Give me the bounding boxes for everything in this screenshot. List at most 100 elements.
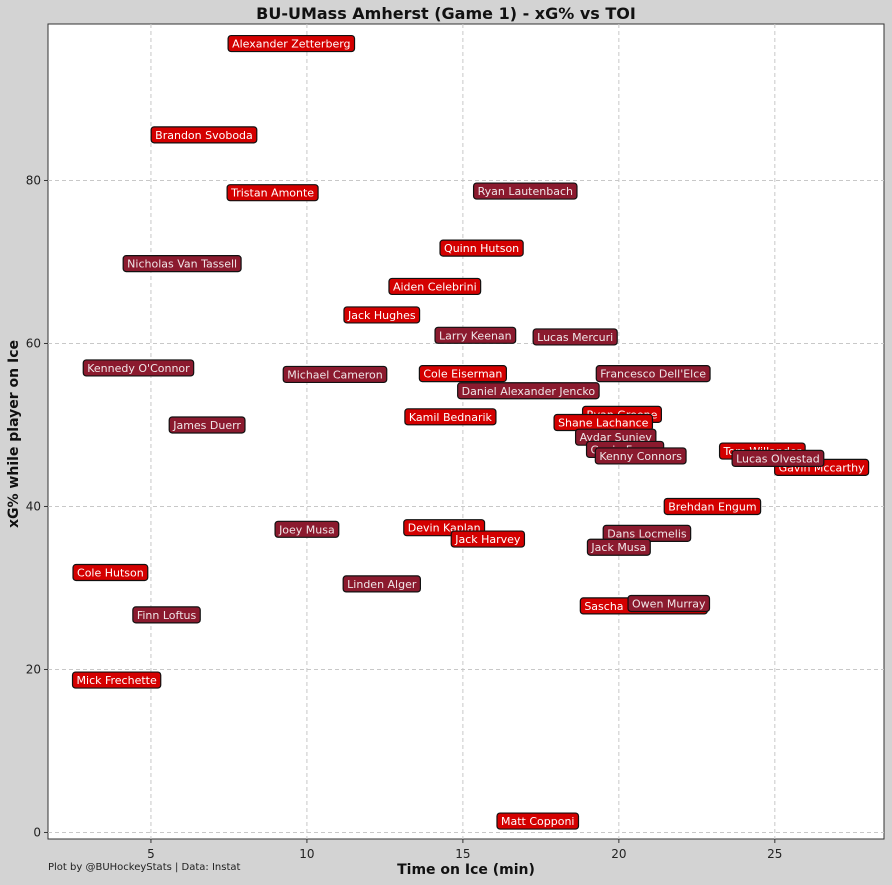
data-point-box [150,126,258,144]
data-point: Finn Loftus [132,606,201,624]
x-axis-label: Time on Ice (min) [397,862,535,878]
data-point-label: Jack Hughes [347,309,416,322]
x-tick-label: 15 [455,847,470,861]
data-point: Tristan Amonte [226,184,319,202]
data-point-label: Quinn Hutson [444,242,519,255]
axis-ticks: 5 10 15 20 25 0 20 40 60 80 [26,173,783,861]
data-point-box [594,447,687,465]
data-point-label: Francesco Dell'Elce [600,368,706,381]
data-point-box [595,365,711,383]
data-point-box [71,671,162,689]
data-point: Nicholas Van Tassell [122,255,242,273]
data-point-box [342,575,421,593]
data-point: Alexander Zetterberg [227,34,356,53]
data-point-label: Alexander Zetterberg [232,38,350,51]
chart-title: BU-UMass Amherst (Game 1) - xG% vs TOI [256,4,636,23]
data-point-box [663,497,762,516]
data-point-label: Joey Musa [278,523,335,536]
footer-credit: Plot by @BUHockeyStats | Data: Instat [48,862,241,873]
y-tick-label: 20 [26,662,41,676]
data-point: Shane Lachance [553,413,654,432]
data-point-box [282,365,388,384]
data-point-label: Mick Frechette [77,674,157,687]
data-point-box [439,239,524,257]
data-point-label: Kenny Connors [599,450,682,463]
data-point-label: Brandon Svoboda [155,129,253,142]
data-labels: Alexander Zetterberg Brandon Svoboda Trist… [71,34,870,830]
data-point: Jack Musa [586,538,651,556]
data-point-box [168,416,246,434]
data-point: James Duerr [168,416,246,434]
data-point-box [731,449,825,467]
y-tick-label: 80 [26,173,41,187]
data-point-label: Dans Locmelis [607,527,687,540]
data-point-box [450,530,526,548]
data-point: Quinn Hutson [439,239,524,257]
data-point-label: Brehdan Engum [668,500,756,513]
data-point-label: James Duerr [172,419,241,432]
data-point: Matt Copponi [496,812,580,830]
data-point: Cole Hutson [72,563,149,582]
y-tick-label: 0 [33,825,41,839]
data-point-label: Jack Musa [590,541,646,554]
y-tick-label: 40 [26,499,41,513]
data-point: Kennedy O'Connor [82,359,195,377]
data-point: Joey Musa [274,520,340,538]
data-point: Brandon Svoboda [150,126,258,144]
data-point: Kenny Connors [594,447,687,465]
data-point: Michael Cameron [282,365,388,384]
data-point-box [72,563,149,582]
data-point-label: Finn Loftus [137,609,197,622]
data-point: Aiden Celebrini [388,277,482,296]
data-point-label: Cole Hutson [77,566,144,579]
data-point-box [434,326,517,344]
data-point-label: Shane Lachance [558,417,649,430]
data-point-label: Nicholas Van Tassell [127,258,237,271]
y-axis-label: xG% while player on Ice [6,340,22,528]
data-point-box [82,359,195,377]
data-point-label: Larry Keenan [439,329,512,342]
data-point-label: Lucas Mercuri [537,331,613,344]
data-point-box [388,277,482,296]
data-point: Daniel Alexander Jencko [457,382,600,400]
data-point-label: Lucas Olvestad [736,452,820,465]
data-point: Dans Locmelis [602,524,692,542]
data-point-label: Owen Murray [632,597,706,610]
data-point: Kamil Bednarik [404,408,497,426]
data-point-box [472,182,578,200]
data-point-label: Daniel Alexander Jencko [462,385,596,398]
data-point-box [132,606,201,624]
data-point-label: Ryan Lautenbach [478,185,573,198]
data-point-label: Tristan Amonte [230,187,314,200]
x-tick-label: 25 [767,847,782,861]
data-point-box [274,520,340,538]
data-point-label: Cole Eiserman [423,368,502,381]
data-point: Ryan Lautenbach [472,182,578,200]
data-point: Jack Hughes [343,306,421,324]
data-point-label: Matt Copponi [501,815,575,828]
data-point: Larry Keenan [434,326,517,344]
data-point-label: Aiden Celebrini [393,280,477,293]
data-point-box [532,328,618,346]
data-point: Owen Murray [627,594,711,613]
data-point: Francesco Dell'Elce [595,365,711,383]
data-point-box [457,382,600,400]
data-point-box [586,538,651,556]
data-point: Lucas Mercuri [532,328,618,346]
data-point-box [122,255,242,273]
data-point: Cole Eiserman [418,365,507,383]
x-tick-label: 20 [611,847,626,861]
data-point-label: Jack Harvey [454,533,521,546]
data-point: Jack Harvey [450,530,526,548]
x-tick-label: 10 [299,847,314,861]
data-point-label: Michael Cameron [287,368,383,381]
data-point-box [496,812,580,830]
data-point-label: Kennedy O'Connor [87,362,190,375]
data-point-box [343,306,421,324]
data-point-label: Kamil Bednarik [409,411,493,424]
data-point: Brehdan Engum [663,497,762,516]
data-point: Mick Frechette [71,671,162,689]
data-point-box [404,408,497,426]
data-point-box [227,34,356,53]
data-point-box [226,184,319,202]
